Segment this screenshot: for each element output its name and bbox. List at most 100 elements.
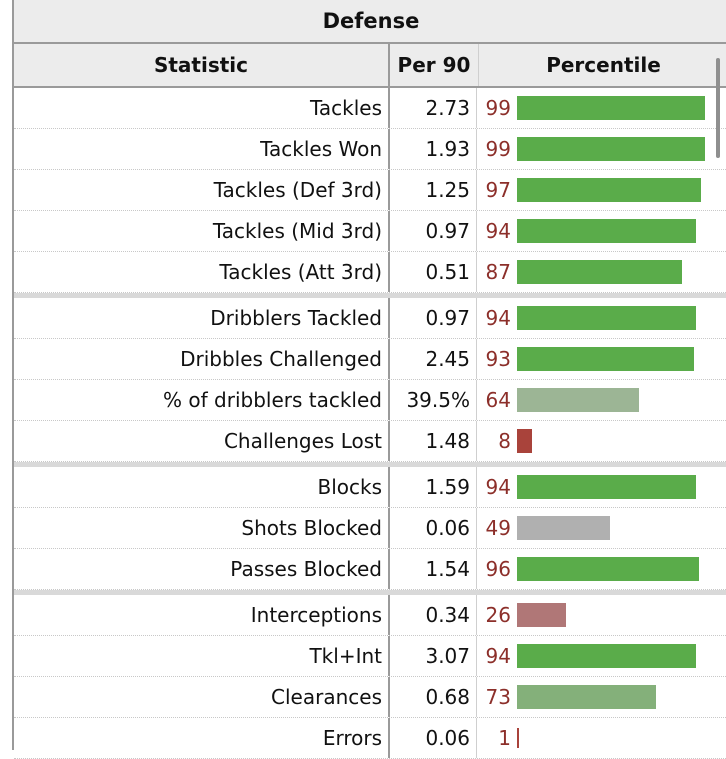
percentile-bar: [517, 306, 696, 330]
percentile-bar: [517, 603, 566, 627]
percentile-bar: [517, 475, 696, 499]
per90-value: 1.48: [388, 421, 476, 461]
percentile-value: 49: [485, 516, 511, 540]
percentile-value: 94: [485, 219, 511, 243]
percentile-bar-track: [517, 137, 726, 161]
table-row: Tackles (Def 3rd) 1.25 97: [14, 170, 726, 211]
per90-value: 0.97: [388, 298, 476, 338]
table-row: Interceptions 0.34 26: [14, 595, 726, 636]
percentile-bar: [517, 347, 694, 371]
group-separator: [14, 293, 726, 298]
stat-label: Tackles (Mid 3rd): [212, 219, 382, 243]
percentile-bar: [517, 685, 656, 709]
table-body: Tackles 2.73 99 Tackles Won 1.93 99 Tackles (D…: [14, 88, 726, 759]
table-row: Challenges Lost 1.48 8: [14, 421, 726, 462]
per90-value: 1.59: [388, 467, 476, 507]
per90-value: 0.06: [388, 508, 476, 548]
percentile-bar: [517, 178, 701, 202]
percentile-bar-track: [517, 219, 726, 243]
percentile-value: 73: [485, 685, 511, 709]
header-statistic[interactable]: Statistic: [153, 53, 249, 77]
per90-value: 0.97: [388, 211, 476, 251]
percentile-value: 99: [485, 96, 511, 120]
stat-label: Interceptions: [250, 603, 382, 627]
percentile-cell: 94: [476, 467, 726, 507]
table-row: Dribbles Challenged 2.45 93: [14, 339, 726, 380]
percentile-cell: 26: [476, 595, 726, 635]
percentile-cell: 49: [476, 508, 726, 548]
percentile-value: 26: [485, 603, 511, 627]
stat-label: Tackles Won: [260, 137, 382, 161]
per90-value: 1.54: [388, 549, 476, 589]
header-percentile[interactable]: Percentile: [478, 44, 726, 86]
percentile-bar-track: [517, 429, 726, 453]
percentile-bar-track: [517, 178, 726, 202]
percentile-cell: 93: [476, 339, 726, 379]
percentile-value: 94: [485, 644, 511, 668]
table-row: Tackles 2.73 99: [14, 88, 726, 129]
percentile-bar-track: [517, 260, 726, 284]
percentile-cell: 64: [476, 380, 726, 420]
stat-label: Errors: [322, 726, 382, 750]
percentile-cell: 8: [476, 421, 726, 461]
per90-value: 1.25: [388, 170, 476, 210]
percentile-cell: 99: [476, 88, 726, 128]
stat-label: Tackles (Def 3rd): [213, 178, 382, 202]
per90-value: 0.06: [388, 718, 476, 758]
percentile-cell: 94: [476, 636, 726, 676]
percentile-bar: [517, 137, 705, 161]
per90-value: 3.07: [388, 636, 476, 676]
percentile-value: 94: [485, 475, 511, 499]
table-row: Tkl+Int 3.07 94: [14, 636, 726, 677]
per90-value: 2.73: [388, 88, 476, 128]
stat-label: Tackles (Att 3rd): [219, 260, 382, 284]
stat-label: Dribbles Challenged: [180, 347, 382, 371]
stat-label: Clearances: [271, 685, 382, 709]
group-separator: [14, 590, 726, 595]
percentile-cell: 1: [476, 718, 726, 758]
percentile-value: 96: [485, 557, 511, 581]
per90-value: 0.34: [388, 595, 476, 635]
per90-value: 2.45: [388, 339, 476, 379]
percentile-bar: [517, 644, 696, 668]
percentile-cell: 96: [476, 549, 726, 589]
table-row: % of dribblers tackled 39.5% 64: [14, 380, 726, 421]
percentile-bar: [517, 429, 532, 453]
percentile-bar: [517, 557, 699, 581]
percentile-bar-track: [517, 557, 726, 581]
percentile-cell: 94: [476, 211, 726, 251]
percentile-bar: [517, 219, 696, 243]
table-row: Tackles Won 1.93 99: [14, 129, 726, 170]
scrollbar[interactable]: [716, 58, 720, 158]
percentile-value: 87: [485, 260, 511, 284]
percentile-value: 99: [485, 137, 511, 161]
table-row: Tackles (Att 3rd) 0.51 87: [14, 252, 726, 293]
percentile-bar-track: [517, 685, 726, 709]
percentile-value: 97: [485, 178, 511, 202]
percentile-bar-track: [517, 388, 726, 412]
table-row: Dribblers Tackled 0.97 94: [14, 298, 726, 339]
percentile-value: 64: [485, 388, 511, 412]
percentile-value: 93: [485, 347, 511, 371]
table-header: Statistic Per 90 Percentile: [14, 44, 726, 88]
per90-value: 0.51: [388, 252, 476, 292]
percentile-bar-track: [517, 96, 726, 120]
table-row: Clearances 0.68 73: [14, 677, 726, 718]
percentile-bar: [517, 728, 519, 748]
header-per90[interactable]: Per 90: [388, 44, 478, 86]
percentile-bar-track: [517, 516, 726, 540]
percentile-cell: 73: [476, 677, 726, 717]
percentile-bar: [517, 388, 639, 412]
table-row: Tackles (Mid 3rd) 0.97 94: [14, 211, 726, 252]
defense-table: Defense Statistic Per 90 Percentile Tack…: [12, 0, 726, 759]
percentile-bar-track: [517, 475, 726, 499]
table-row: Shots Blocked 0.06 49: [14, 508, 726, 549]
per90-value: 39.5%: [388, 380, 476, 420]
percentile-bar: [517, 260, 682, 284]
table-row: Passes Blocked 1.54 96: [14, 549, 726, 590]
stat-label: Tackles: [309, 96, 382, 120]
percentile-cell: 99: [476, 129, 726, 169]
percentile-bar-track: [517, 306, 726, 330]
stat-label: Dribblers Tackled: [210, 306, 382, 330]
table-row: Errors 0.06 1: [14, 718, 726, 759]
